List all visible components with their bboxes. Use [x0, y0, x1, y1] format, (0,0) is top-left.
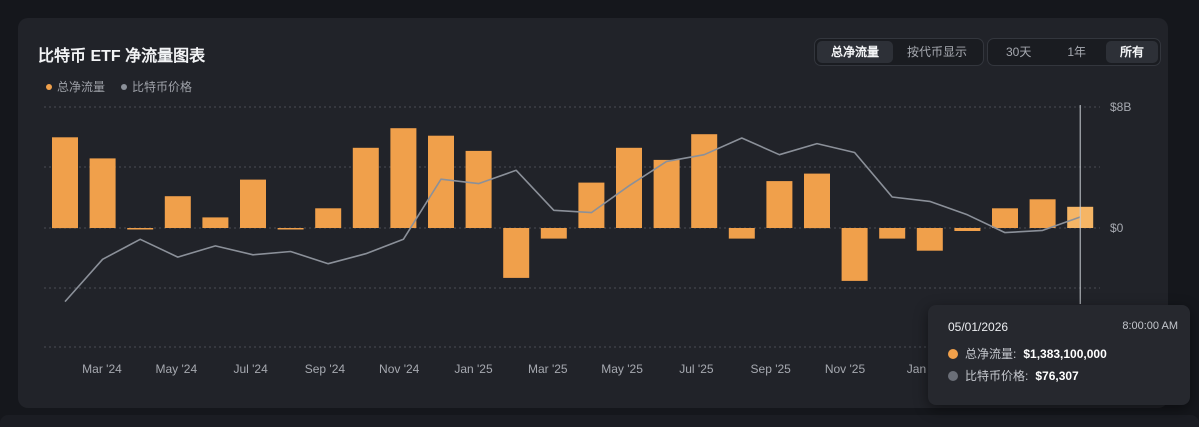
x-tick-label-10: Nov '25: [825, 362, 866, 376]
net-flow-bar-1: [89, 158, 116, 228]
x-tick-label-5: Jan '25: [454, 362, 493, 376]
tab-total-net-flow[interactable]: 总净流量: [817, 41, 894, 63]
x-tick-label-7: May '25: [601, 362, 643, 376]
range-1y[interactable]: 1年: [1067, 45, 1087, 59]
range-toggle: 30天 1年 所有: [987, 38, 1162, 66]
x-tick-label-1: May '24: [155, 362, 197, 376]
net-flow-bar-19: [766, 181, 793, 228]
legend-btc-price-label: 比特币价格: [132, 80, 193, 94]
net-flow-bar-12: [503, 228, 530, 278]
x-tick-label-0: Mar '24: [82, 362, 122, 376]
net-flow-bar-23: [916, 228, 943, 251]
chart-title: 比特币 ETF 净流量图表: [38, 48, 206, 65]
tooltip-net-flow-value: $1,383,100,000: [1023, 346, 1107, 361]
net-flow-bars: [52, 128, 1094, 281]
background-panel-bottom: [0, 415, 1199, 427]
range-30d[interactable]: 30天: [1006, 45, 1032, 59]
x-axis-ticks: Mar '24 May '24 Jul '24 Sep '24 Nov '24 Jan '…: [82, 362, 932, 376]
y-axis-ticks: $8B $0: [1110, 100, 1131, 235]
x-tick-label-9: Sep '25: [751, 362, 792, 376]
btc-price-polyline: [64, 137, 1081, 303]
range-all[interactable]: 所有: [1106, 41, 1159, 63]
net-flow-bar-18: [728, 228, 755, 239]
tooltip-btc-price-label: 比特币价格:: [965, 369, 1029, 383]
net-flow-bar-4: [202, 217, 229, 228]
tooltip-btc-price-value: $76,307: [1035, 368, 1079, 383]
net-flow-bar-25: [992, 208, 1018, 228]
x-tick-label-8: Jul '25: [679, 362, 714, 376]
net-flow-bar-22: [879, 228, 906, 239]
net-flow-bar-24: [954, 228, 981, 231]
y-tick-label-1: $0: [1110, 221, 1124, 235]
y-tick-label-0: $8B: [1110, 100, 1131, 114]
net-flow-bar-11: [465, 150, 492, 228]
net-flow-bar-16: [653, 159, 680, 228]
data-tooltip: 05/01/2026 8:00:00 AM 总净流量: $1,383,100,0…: [928, 305, 1190, 405]
net-flow-bar-21: [841, 228, 868, 281]
net-flow-bar-9: [390, 128, 417, 228]
net-flow-bar-17: [691, 134, 718, 228]
legend-net-flow[interactable]: 总净流量: [46, 78, 105, 95]
legend-net-flow-label: 总净流量: [57, 80, 106, 94]
net-flow-bar-10: [428, 135, 454, 228]
net-flow-bar-6: [277, 228, 304, 230]
legend-btc-price-dot: [121, 83, 128, 90]
tooltip-net-flow-dot: [948, 348, 958, 359]
tooltip-btc-price-dot: [948, 370, 958, 381]
net-flow-bar-13: [540, 228, 567, 239]
tooltip-row-net-flow: 总净流量: $1,383,100,000: [948, 345, 1107, 362]
net-flow-bar-5: [240, 179, 266, 228]
x-tick-label-3: Sep '24: [305, 362, 346, 376]
tooltip-row-btc-price: 比特币价格: $76,307: [948, 367, 1079, 384]
net-flow-bar-2: [127, 228, 154, 230]
net-flow-bar-20: [804, 173, 830, 229]
net-flow-bar-14: [578, 182, 605, 228]
tooltip-date: 05/01/2026: [948, 320, 1009, 334]
net-flow-bar-3: [164, 196, 191, 228]
x-tick-label-6: Mar '25: [528, 362, 568, 376]
legend-net-flow-dot: [46, 83, 52, 90]
tooltip-net-flow-label: 总净流量:: [965, 347, 1017, 361]
net-flow-bar-15: [616, 147, 642, 228]
tab-by-token[interactable]: 按代币显示: [907, 45, 968, 59]
legend-btc-price[interactable]: 比特币价格: [121, 78, 192, 95]
x-tick-label-4: Nov '24: [379, 362, 420, 376]
net-flow-bar-8: [352, 147, 379, 228]
net-flow-bar-0: [52, 137, 78, 229]
net-flow-bar-26: [1029, 199, 1056, 228]
chart-legend: 总净流量 比特币价格: [46, 78, 192, 95]
x-tick-label-11: Jan ': [907, 362, 932, 376]
tooltip-time: 8:00:00 AM: [1122, 320, 1178, 332]
view-toggle: 总净流量 按代币显示: [814, 38, 985, 66]
x-tick-label-2: Jul '24: [233, 362, 268, 376]
net-flow-bar-7: [315, 208, 342, 228]
